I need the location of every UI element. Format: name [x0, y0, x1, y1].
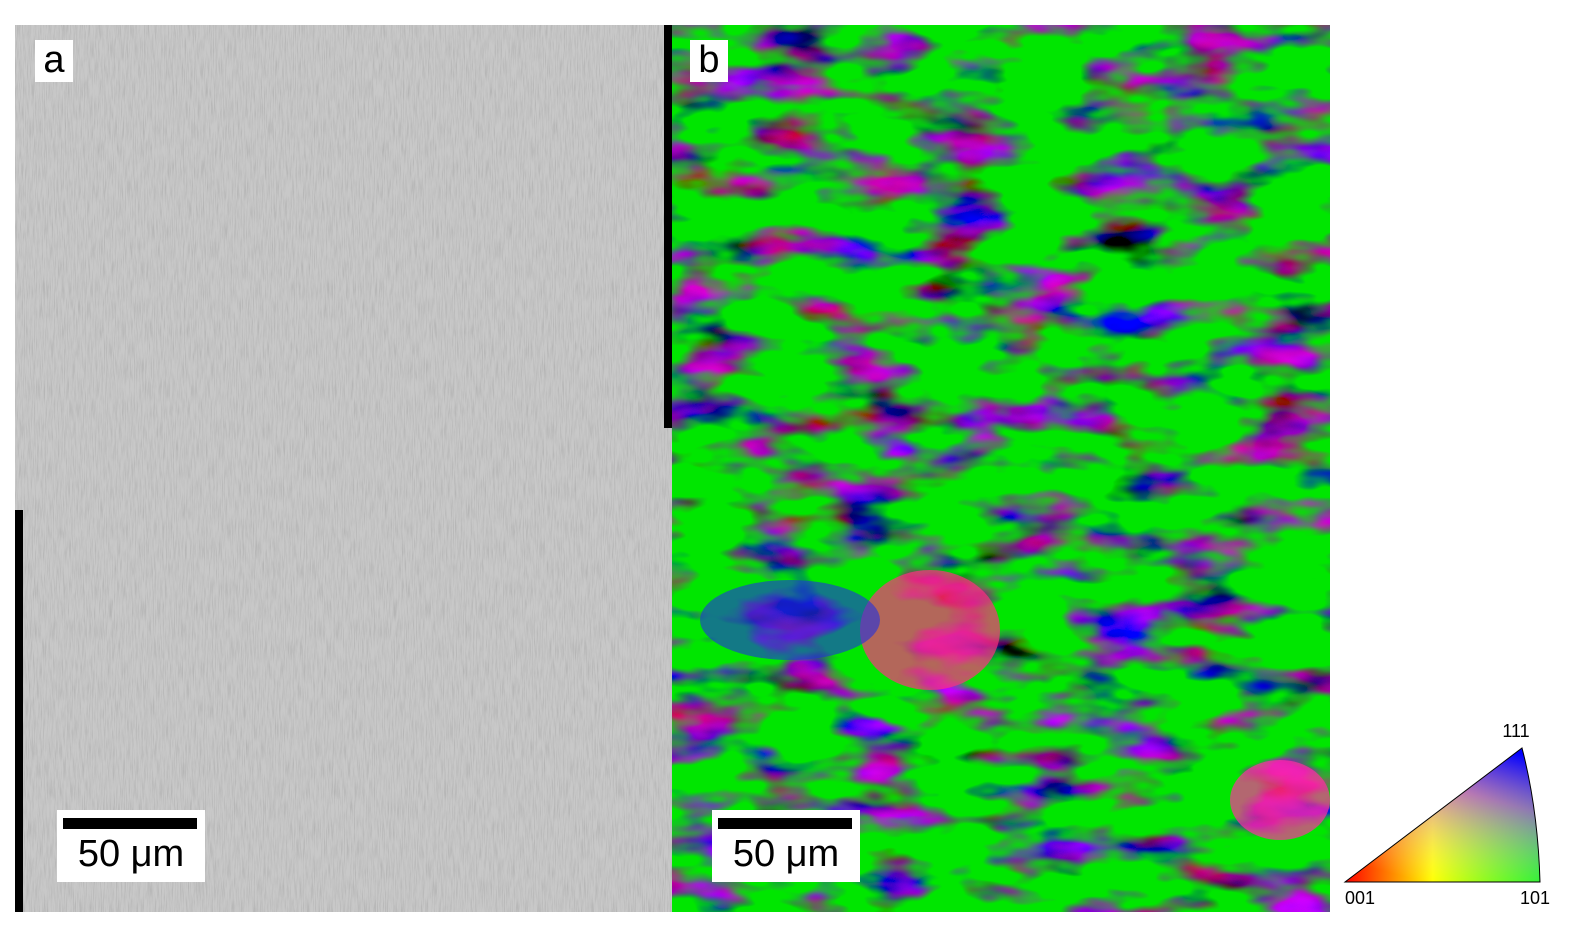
- scale-label: 50 μm: [78, 833, 184, 875]
- panel-label: b: [698, 39, 719, 81]
- ipf-legend: 111 001 101: [1343, 721, 1550, 908]
- texture: [15, 25, 672, 912]
- scale-bar: [63, 818, 197, 829]
- panel-a: a 50 μm: [15, 25, 672, 912]
- grain: [1230, 760, 1330, 840]
- triangle-overlay: [1343, 747, 1541, 883]
- legend-right: 101: [1520, 888, 1550, 908]
- grain: [860, 570, 1000, 690]
- label-box: [690, 40, 728, 82]
- grain: [700, 580, 880, 660]
- orientation-texture: [672, 25, 1330, 912]
- scale-label: 50 μm: [733, 833, 839, 875]
- scale-bar: [718, 818, 852, 829]
- label-box: [35, 40, 73, 82]
- legend-left: 001: [1345, 888, 1375, 908]
- legend-top: 111: [1502, 721, 1529, 741]
- edge: [15, 510, 23, 912]
- edge: [664, 25, 672, 428]
- panel-b: b 50 μm: [672, 25, 1330, 912]
- panel-label: a: [43, 39, 65, 81]
